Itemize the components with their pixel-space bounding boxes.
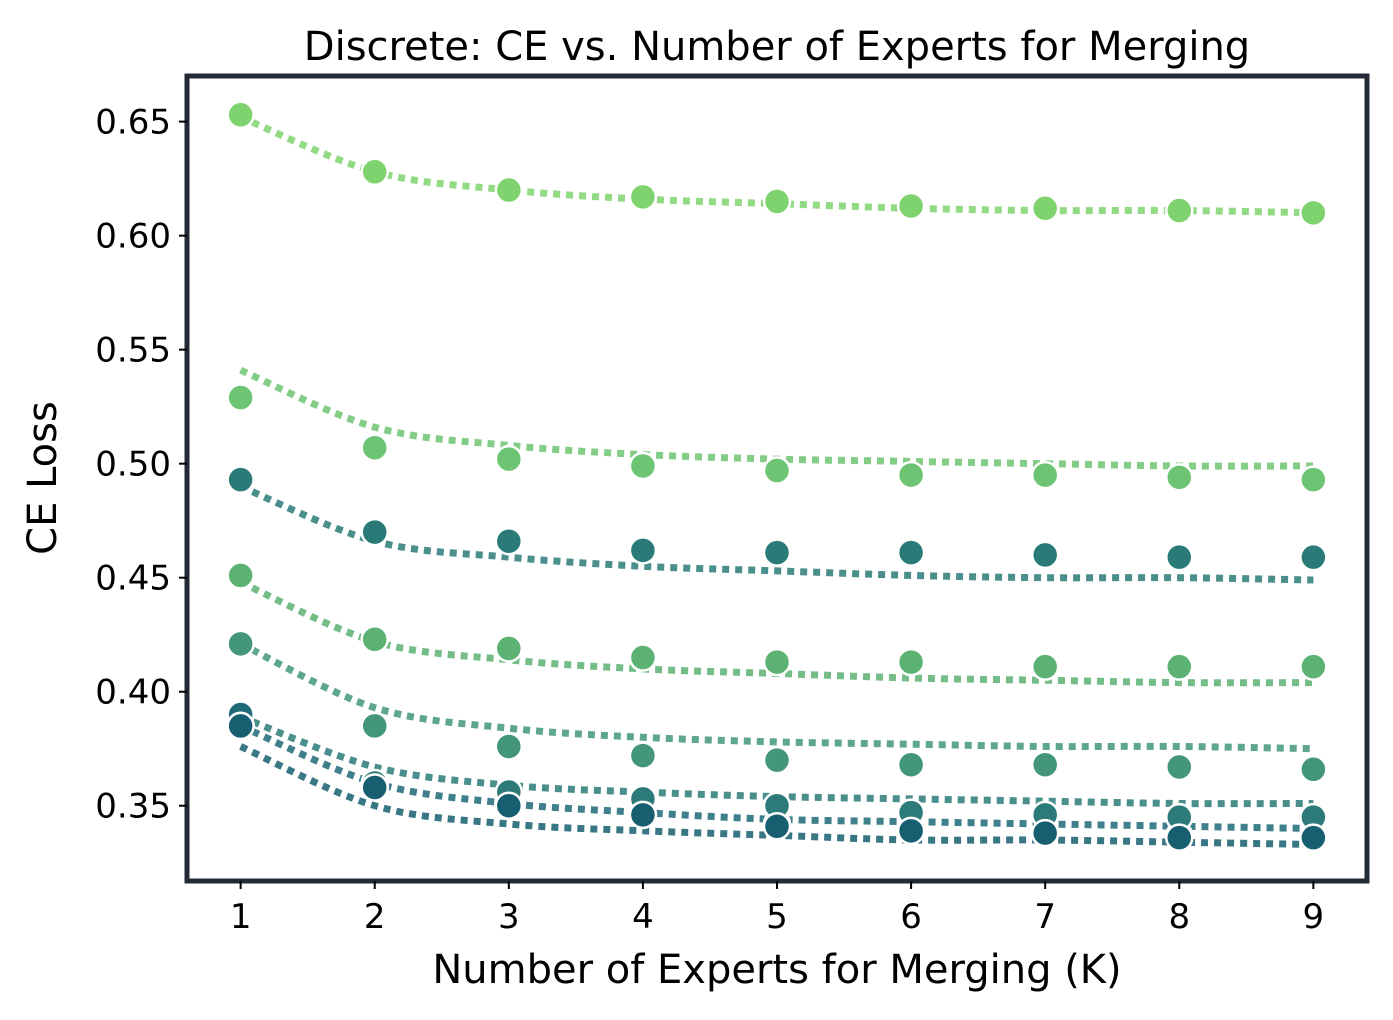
data-point: [1299, 198, 1328, 228]
data-point: [1165, 463, 1194, 492]
data-point: [1165, 752, 1194, 782]
data-point: [1030, 652, 1060, 681]
y-axis-ticks: 0.35 0.40 0.45 0.50 0.55 0.60 0.65: [95, 103, 187, 827]
data-point: [896, 538, 926, 567]
data-points: [226, 100, 1328, 852]
x-tick-label: 4: [632, 897, 654, 937]
x-tick-label: 9: [1303, 897, 1325, 937]
data-point: [628, 741, 658, 770]
x-axis-label: Number of Experts for Merging (K): [432, 947, 1121, 993]
x-tick-label: 3: [498, 897, 520, 937]
data-point: [762, 745, 792, 775]
y-tick-label: 0.35: [95, 787, 171, 827]
fit-line-4: [239, 640, 1314, 753]
data-point: [896, 647, 926, 677]
y-tick-label: 0.55: [95, 331, 171, 371]
y-tick-label: 0.45: [95, 559, 171, 599]
data-point: [1299, 652, 1328, 681]
data-point: [360, 711, 389, 741]
data-point: [1030, 818, 1060, 848]
data-point: [494, 791, 524, 820]
x-axis-ticks: 1 2 3 4 5 6 7 8 9: [230, 881, 1324, 937]
data-point: [628, 800, 658, 830]
data-point: [1030, 540, 1060, 570]
data-point: [1165, 823, 1194, 852]
data-point: [494, 732, 524, 761]
data-point: [360, 517, 389, 547]
data-point: [494, 444, 524, 474]
data-point: [494, 175, 524, 205]
y-tick-label: 0.60: [95, 217, 171, 257]
data-point: [360, 433, 389, 462]
data-point: [762, 187, 792, 216]
y-tick-label: 0.65: [95, 103, 171, 143]
data-point: [896, 191, 926, 221]
x-tick-label: 5: [766, 897, 788, 937]
data-point: [762, 456, 792, 485]
data-point: [1030, 194, 1060, 223]
data-point: [628, 451, 658, 481]
data-point: [1299, 755, 1328, 784]
data-point: [1165, 542, 1194, 572]
data-point: [226, 100, 255, 130]
x-tick-label: 2: [364, 897, 386, 937]
data-point: [494, 526, 524, 556]
data-point: [628, 182, 658, 212]
data-point: [1030, 460, 1060, 490]
fit-line-2: [239, 483, 1314, 584]
fit-line-1: [239, 366, 1314, 470]
data-point: [1299, 465, 1328, 494]
data-point: [762, 647, 792, 677]
x-tick-label: 6: [900, 897, 922, 937]
data-point: [494, 634, 524, 663]
y-tick-label: 0.40: [95, 673, 171, 713]
x-tick-label: 1: [230, 897, 252, 937]
data-point: [896, 460, 926, 490]
y-tick-label: 0.50: [95, 445, 171, 485]
data-point: [762, 538, 792, 567]
data-point: [226, 561, 255, 590]
data-point: [628, 643, 658, 672]
data-point: [1299, 542, 1328, 572]
data-point: [1165, 652, 1194, 681]
data-point: [628, 536, 658, 565]
data-point: [360, 773, 389, 802]
data-point: [360, 625, 389, 654]
data-point: [226, 465, 255, 494]
data-point: [896, 750, 926, 779]
data-point: [1299, 823, 1328, 852]
data-point: [1165, 196, 1194, 225]
data-point: [226, 629, 255, 659]
chart-title: Discrete: CE vs. Number of Experts for M…: [304, 24, 1250, 70]
x-tick-label: 7: [1034, 897, 1056, 937]
data-point: [226, 711, 255, 741]
data-point: [762, 812, 792, 841]
data-point: [896, 816, 926, 846]
data-point: [360, 157, 389, 187]
data-point: [1030, 750, 1060, 779]
x-tick-label: 8: [1168, 897, 1190, 937]
data-point: [226, 383, 255, 412]
y-axis-label: CE Loss: [20, 401, 66, 555]
